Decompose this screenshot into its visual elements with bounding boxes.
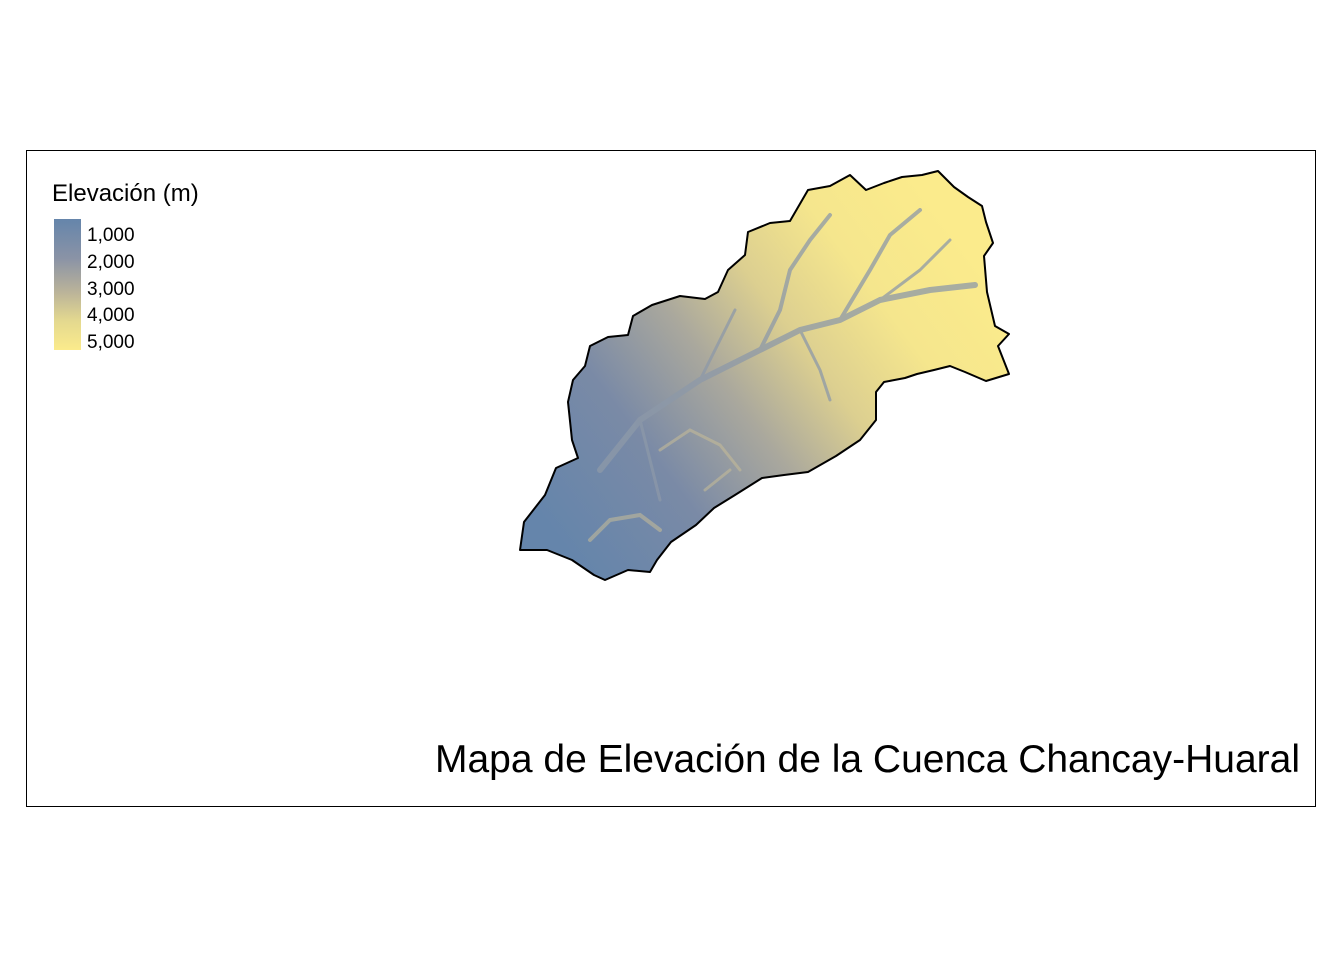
legend-tick-5000: 5,000 — [87, 332, 135, 353]
legend-tick-1000: 1,000 — [87, 225, 135, 246]
legend-tick-3000: 3,000 — [87, 279, 135, 300]
legend-color-bar — [54, 219, 81, 350]
legend-title: Elevación (m) — [52, 180, 199, 207]
basin-outline — [519, 170, 1010, 581]
map-title: Mapa de Elevación de la Cuenca Chancay-H… — [434, 738, 1300, 781]
legend-tick-2000: 2,000 — [87, 252, 135, 273]
map-frame — [26, 150, 1316, 807]
legend-tick-4000: 4,000 — [87, 305, 135, 326]
